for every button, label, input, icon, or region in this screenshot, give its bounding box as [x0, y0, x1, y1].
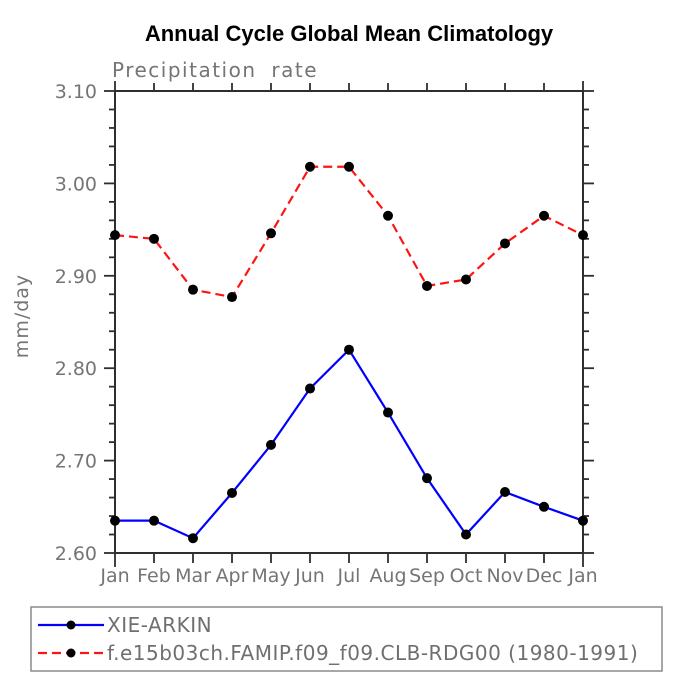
- y-axis-label: mm/day: [11, 274, 33, 358]
- x-tick-label: Oct: [450, 565, 483, 587]
- y-tick-label: 2.90: [55, 266, 97, 288]
- chart-subtitle: Precipitation rate: [112, 58, 318, 82]
- data-point-marker: [422, 280, 432, 291]
- x-tick-label: Feb: [137, 565, 171, 587]
- data-point-marker: [578, 230, 588, 241]
- y-tick-label: 2.70: [55, 451, 97, 473]
- x-tick-label: Jul: [337, 565, 361, 587]
- y-tick-label: 3.00: [55, 173, 97, 195]
- x-tick-label: Jan: [567, 565, 597, 587]
- data-point-marker: [305, 383, 315, 394]
- legend: XIE-ARKIN f.e15b03ch.FAMIP.f09_f09.CLB-R…: [30, 606, 663, 672]
- data-point-marker: [344, 161, 354, 172]
- x-tick-label: Nov: [486, 565, 523, 587]
- data-point-marker: [383, 210, 393, 221]
- data-point-marker: [188, 533, 198, 544]
- data-point-marker: [500, 238, 510, 249]
- series-line: [114, 165, 584, 299]
- data-point-marker: [461, 529, 471, 540]
- series-xie-arkin: [110, 344, 588, 544]
- legend-box: [30, 606, 663, 672]
- x-tick-label: Jan: [99, 565, 129, 587]
- data-point-marker: [539, 501, 549, 512]
- data-point-marker: [344, 344, 354, 355]
- legend-label-model: f.e15b03ch.FAMIP.f09_f09.CLB-RDG00 (1980…: [107, 641, 638, 665]
- data-point-marker: [149, 515, 159, 526]
- legend-label-xie-arkin: XIE-ARKIN: [107, 613, 212, 637]
- chart-title: Annual Cycle Global Mean Climatology: [145, 21, 554, 46]
- data-point-marker: [110, 230, 120, 241]
- data-point-marker: [266, 228, 276, 239]
- x-tick-label: Dec: [526, 565, 563, 587]
- data-point-marker: [227, 487, 237, 498]
- data-point-marker: [305, 161, 315, 172]
- data-point-marker: [539, 210, 549, 221]
- x-tick-label: Apr: [216, 565, 249, 587]
- x-tick-label: Jun: [294, 565, 325, 587]
- data-point-marker: [383, 407, 393, 418]
- series-line: [115, 347, 584, 540]
- data-point-marker: [188, 284, 198, 295]
- plot-series: [110, 161, 588, 544]
- y-tick-label: 2.80: [55, 358, 97, 380]
- legend-marker-icon: [66, 620, 76, 630]
- data-point-marker: [266, 439, 276, 450]
- data-point-marker: [110, 515, 120, 526]
- data-point-marker: [578, 515, 588, 526]
- data-point-marker: [422, 473, 432, 484]
- y-tick-label: 2.60: [55, 543, 97, 565]
- x-tick-label: May: [251, 565, 290, 587]
- series-model: [110, 161, 588, 303]
- data-point-marker: [227, 292, 237, 303]
- x-tick-label: Mar: [175, 565, 211, 587]
- y-tick-label: 3.10: [55, 81, 97, 103]
- legend-marker-icon: [66, 648, 76, 658]
- data-point-marker: [149, 233, 159, 244]
- x-tick-label: Aug: [369, 565, 406, 587]
- plot-frame: [114, 90, 584, 554]
- x-tick-label: Sep: [409, 565, 445, 587]
- data-point-marker: [500, 487, 510, 498]
- data-point-marker: [461, 274, 471, 285]
